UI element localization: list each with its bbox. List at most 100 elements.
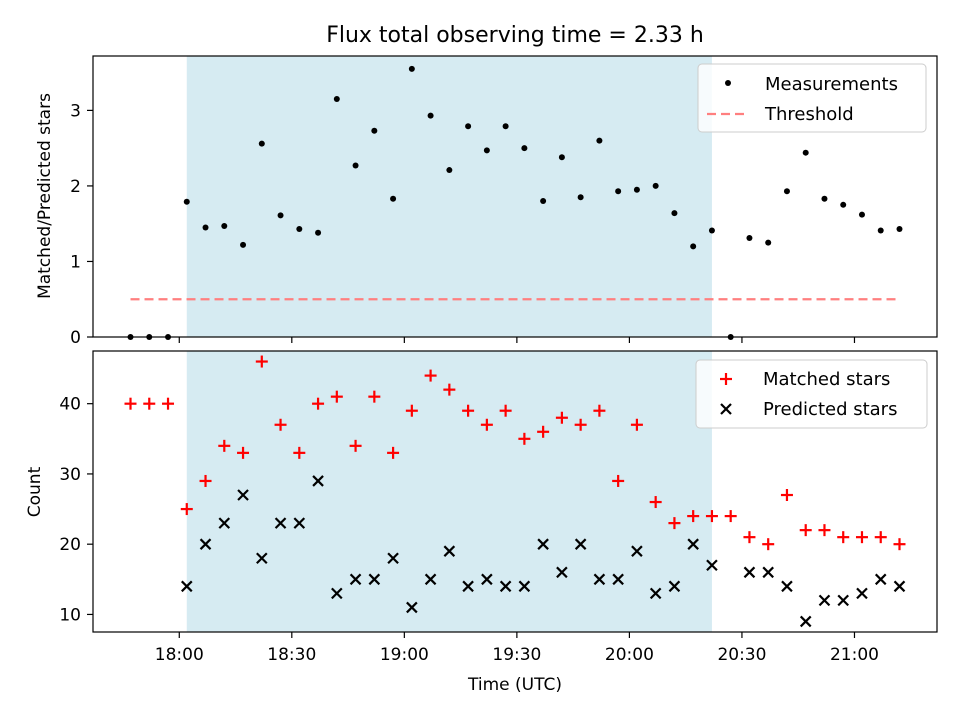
- measurement-point: [258, 140, 265, 147]
- predicted-star-point: [499, 580, 512, 593]
- matched-star-point: [330, 390, 343, 403]
- measurement-point: [783, 188, 790, 195]
- top-y-tick-label: 2: [70, 177, 81, 197]
- predicted-star-point: [743, 566, 756, 579]
- predicted-star-stroke-b: [799, 615, 812, 628]
- top-plot-marks: [127, 65, 903, 340]
- measurement-point: [408, 65, 415, 72]
- predicted-star-point: [406, 601, 418, 614]
- x-tick-label: 21:00: [830, 645, 879, 665]
- x-tick-label: 19:30: [492, 645, 541, 665]
- predicted-star-stroke-b: [518, 580, 531, 593]
- top-y-tick-label: 3: [70, 101, 81, 121]
- matched-star-point: [555, 411, 568, 424]
- measurement-point: [390, 195, 397, 202]
- predicted-star-point: [574, 538, 587, 550]
- bottom-plot-marks: [124, 355, 906, 628]
- measurement-point: [858, 211, 865, 218]
- predicted-star-point: [518, 580, 531, 593]
- measurement-point: [765, 239, 772, 246]
- x-tick-label: 18:30: [267, 645, 316, 665]
- predicted-star-stroke-b: [462, 580, 474, 593]
- bottom-y-axis-label: Count: [25, 466, 45, 517]
- matched-star-point: [893, 538, 906, 551]
- measurement-point: [840, 201, 847, 208]
- predicted-star-point: [481, 573, 493, 586]
- matched-star-point: [574, 418, 587, 431]
- matched-star-point: [837, 531, 850, 544]
- predicted-star-stroke-b: [180, 580, 193, 593]
- bottom-y-tick-label: 40: [59, 395, 81, 415]
- measurement-point: [333, 96, 340, 103]
- predicted-star-stroke-b: [631, 545, 643, 557]
- measurement-point: [465, 123, 472, 130]
- matched-star-point: [162, 397, 175, 410]
- measurement-point: [296, 225, 303, 232]
- predicted-star-stroke-b: [574, 538, 587, 550]
- measurement-point: [577, 194, 584, 201]
- measurement-point: [652, 182, 659, 189]
- measurement-point: [202, 224, 209, 231]
- predicted-star-stroke-b: [893, 580, 906, 593]
- measurement-point: [371, 127, 378, 134]
- matched-star-point: [630, 418, 643, 431]
- matched-star-point: [274, 418, 287, 431]
- predicted-star-point: [874, 573, 887, 586]
- measurement-point: [821, 195, 828, 202]
- matched-star-point: [255, 355, 268, 368]
- predicted-star-point: [762, 566, 774, 579]
- predicted-star-point: [818, 594, 831, 607]
- predicted-star-stroke-b: [368, 573, 381, 586]
- measurement-point: [877, 227, 884, 234]
- bottom-y-tick-label: 30: [59, 465, 81, 485]
- predicted-star-stroke-b: [781, 580, 793, 593]
- top-panel: 0 1 2 3 Matched/Predicted stars Measurement…: [35, 55, 938, 348]
- matched-star-point: [818, 524, 831, 537]
- predicted-star-stroke-b: [743, 566, 756, 579]
- measurement-point: [540, 198, 547, 205]
- bottom-shaded-interval: [186, 351, 712, 632]
- predicted-star-point: [443, 545, 456, 557]
- bottom-axes: 10 20 30 40 18:00 18:30 19:00 19:30 20:00 20:30 21…: [59, 395, 879, 665]
- predicted-star-stroke-b: [199, 538, 212, 550]
- predicted-star-stroke-b: [331, 587, 343, 600]
- matched-star-point: [537, 425, 550, 438]
- x-axis-label: Time (UTC): [467, 675, 562, 695]
- predicted-star-point: [668, 580, 681, 593]
- bottom-y-tick-label: 10: [59, 605, 81, 625]
- matched-star-point: [349, 439, 362, 452]
- top-y-axis-label: Matched/Predicted stars: [35, 93, 55, 299]
- legend-threshold-label: Threshold: [764, 104, 854, 125]
- matched-star-point: [743, 531, 756, 544]
- predicted-star-stroke-b: [424, 573, 437, 586]
- measurement-point: [483, 147, 490, 154]
- predicted-star-point: [612, 573, 624, 586]
- predicted-star-point: [837, 594, 850, 607]
- measurement-point: [352, 162, 359, 169]
- predicted-star-stroke-b: [706, 559, 718, 572]
- predicted-star-point: [387, 552, 399, 565]
- matched-star-point: [724, 510, 737, 523]
- predicted-star-point: [556, 566, 568, 579]
- predicted-star-point: [631, 545, 643, 557]
- predicted-star-point: [218, 517, 231, 529]
- predicted-star-point: [687, 538, 699, 550]
- predicted-star-point: [799, 615, 812, 628]
- top-legend: Measurements Threshold: [697, 63, 927, 133]
- top-y-tick-label: 1: [70, 252, 81, 272]
- matched-star-point: [799, 524, 812, 537]
- measurement-point: [633, 186, 640, 193]
- predicted-star-stroke-b: [837, 594, 850, 607]
- predicted-star-point: [331, 587, 343, 600]
- predicted-star-stroke-b: [668, 580, 681, 593]
- predicted-star-stroke-b: [237, 489, 249, 501]
- predicted-star-point: [893, 580, 906, 593]
- predicted-star-stroke-b: [481, 573, 493, 586]
- measurement-point: [183, 198, 190, 205]
- measurement-point: [277, 212, 284, 219]
- measurement-point: [746, 235, 753, 242]
- measurement-point: [315, 229, 322, 236]
- measurement-point: [446, 167, 453, 174]
- measurement-point: [221, 222, 228, 229]
